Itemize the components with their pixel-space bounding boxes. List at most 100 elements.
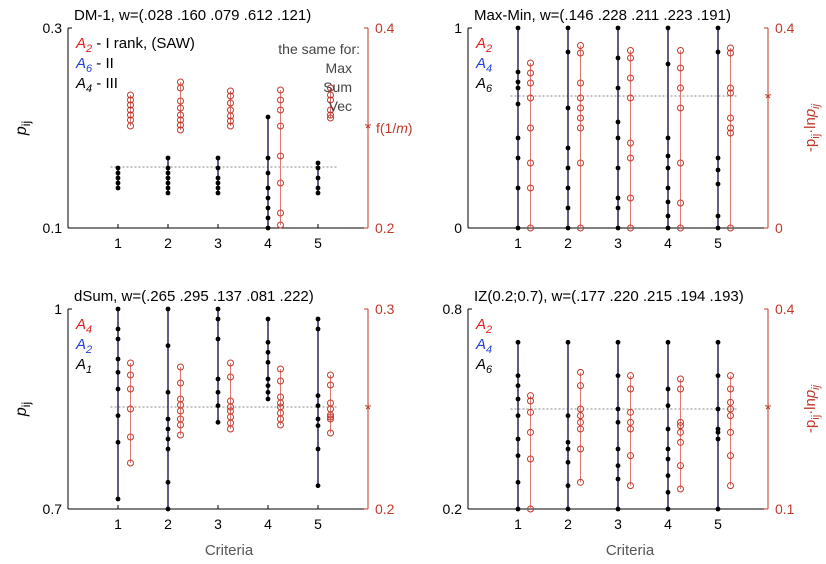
black-point: [265, 349, 271, 355]
black-point: [565, 49, 571, 55]
black-point: [665, 506, 671, 512]
black-point: [515, 135, 521, 141]
red-point: [127, 116, 134, 124]
black-point: [665, 446, 671, 452]
black-point: [115, 165, 121, 171]
red-point: [177, 104, 184, 112]
red-point: [677, 485, 684, 493]
red-point: [627, 385, 634, 393]
red-point: [127, 371, 134, 379]
mean-marker: *: [365, 400, 372, 419]
red-point: [527, 184, 534, 192]
black-point: [265, 185, 271, 191]
black-point: [315, 175, 321, 181]
black-point: [515, 383, 521, 389]
left-tick-label: 0.7: [43, 501, 63, 517]
black-point: [115, 336, 121, 342]
right-tick-label: 0.4: [375, 20, 395, 36]
red-point: [577, 425, 584, 433]
chart-title: IZ(0.2;0.7), w=(.177 .220 .215 .194 .193…: [474, 288, 744, 305]
black-point: [515, 69, 521, 75]
black-point: [215, 155, 221, 161]
red-point: [127, 459, 134, 467]
red-point: [677, 438, 684, 446]
black-point: [265, 215, 271, 221]
black-point: [615, 25, 621, 31]
red-point: [677, 84, 684, 92]
black-point: [515, 155, 521, 161]
red-point: [627, 482, 634, 490]
red-point: [577, 159, 584, 167]
black-point: [515, 185, 521, 191]
black-point: [315, 165, 321, 171]
black-point: [565, 105, 571, 111]
red-point: [277, 209, 284, 217]
left-tick-label: 1: [454, 20, 462, 36]
red-point: [127, 111, 134, 119]
red-point: [727, 405, 734, 413]
black-point: [515, 25, 521, 31]
black-point: [215, 185, 221, 191]
legend-entry: A6 - II: [75, 55, 114, 75]
black-point: [515, 101, 521, 107]
red-point: [177, 363, 184, 371]
black-point: [165, 190, 171, 196]
red-point: [127, 359, 134, 367]
mean-marker: *: [765, 89, 772, 108]
black-point: [715, 49, 721, 55]
red-point: [727, 385, 734, 393]
black-point: [665, 386, 671, 392]
red-point: [277, 122, 284, 130]
panel-dsum: dSum, w=(.265 .295 .137 .081 .222) 0.7 1 0.…: [13, 288, 395, 532]
red-point: [127, 106, 134, 114]
x-tick-label: 5: [314, 235, 322, 251]
red-point: [127, 433, 134, 441]
x-tick-label: 3: [614, 516, 622, 532]
black-point: [565, 205, 571, 211]
black-point: [615, 85, 621, 91]
black-point: [215, 316, 221, 322]
left-tick-label: 0.3: [43, 20, 63, 36]
black-point: [515, 85, 521, 91]
black-point: [665, 225, 671, 231]
black-point: [315, 483, 321, 489]
red-point: [277, 106, 284, 114]
black-point: [215, 190, 221, 196]
black-point: [665, 456, 671, 462]
black-point: [715, 436, 721, 442]
red-point: [577, 478, 584, 486]
red-point: [727, 49, 734, 57]
black-point: [665, 185, 671, 191]
black-point: [515, 413, 521, 419]
black-point: [215, 389, 221, 395]
legend-entry: A6: [475, 356, 493, 376]
red-point: [227, 373, 234, 381]
black-point: [115, 170, 121, 176]
black-point: [515, 436, 521, 442]
black-point: [215, 403, 221, 409]
black-point: [265, 114, 271, 120]
red-point: [627, 224, 634, 232]
black-point: [115, 413, 121, 419]
red-point: [627, 194, 634, 202]
black-point: [565, 25, 571, 31]
black-point: [565, 446, 571, 452]
black-point: [665, 153, 671, 159]
red-point: [577, 114, 584, 122]
red-point: [727, 84, 734, 92]
legend-entry: A4: [475, 336, 492, 356]
red-point: [527, 392, 534, 400]
black-point: [215, 306, 221, 312]
red-point: [727, 224, 734, 232]
black-point: [115, 386, 121, 392]
black-point: [315, 326, 321, 332]
black-point: [115, 306, 121, 312]
black-point: [565, 506, 571, 512]
red-point: [527, 455, 534, 463]
black-point: [265, 339, 271, 345]
red-point: [677, 462, 684, 470]
right-tick-label: 0.3: [375, 301, 395, 317]
red-point: [327, 91, 334, 99]
red-point: [577, 79, 584, 87]
